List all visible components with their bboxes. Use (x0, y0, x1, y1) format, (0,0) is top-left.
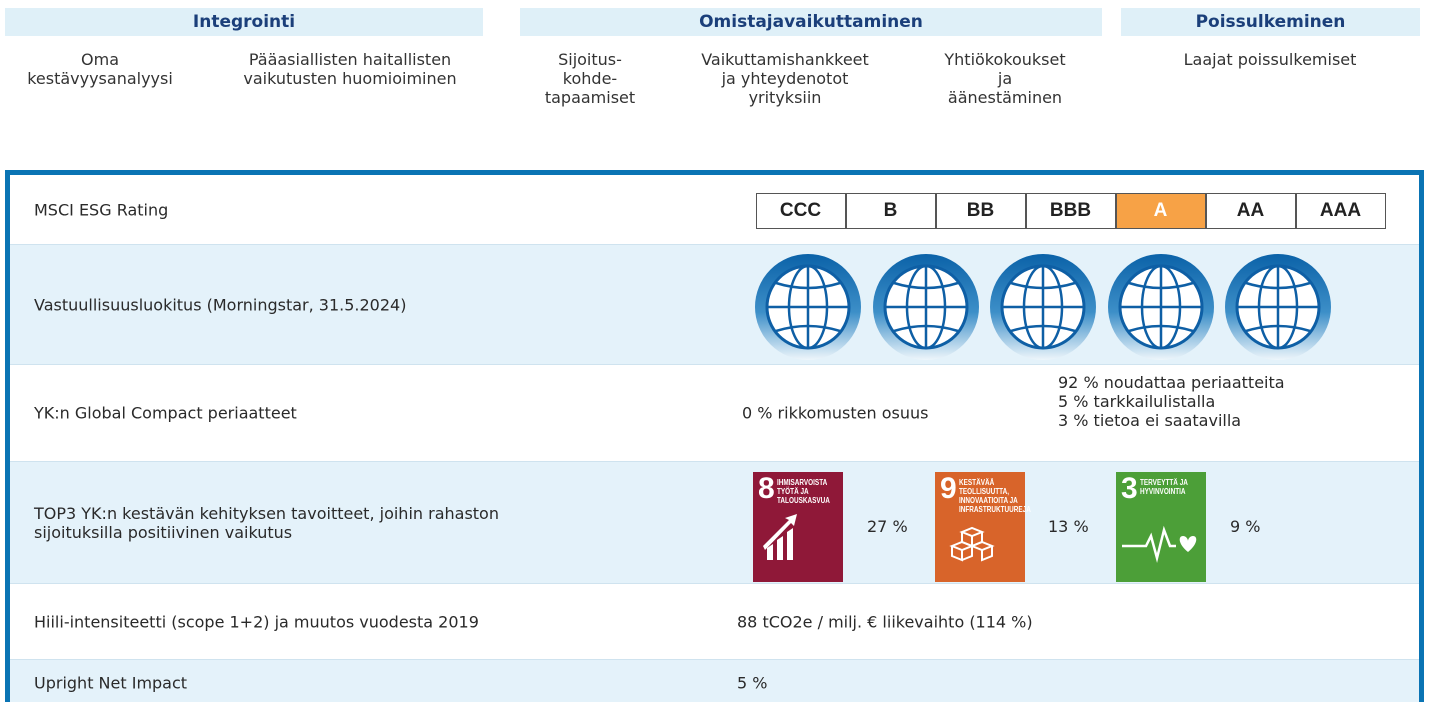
table-row: Hiili-intensiteetti (scope 1+2) ja muuto… (10, 584, 1419, 660)
group-item: Yhtiökokoukset ja äänestäminen (944, 50, 1065, 107)
sdg-number: 8 (758, 472, 775, 505)
group-title: Poissulkeminen (1121, 8, 1420, 36)
label-line: MSCI ESG Rating (34, 200, 169, 219)
sdg-share: 13 % (1048, 517, 1089, 536)
item-line: Vaikuttamishankkeet (701, 50, 869, 69)
rating-box: B (845, 193, 936, 229)
row-label: Vastuullisuusluokitus (Morningstar, 31.5… (34, 295, 406, 314)
label-line: Upright Net Impact (34, 673, 188, 693)
item-line: kestävyysanalyysi (27, 69, 173, 88)
item-line: äänestäminen (947, 88, 1063, 107)
rating-box: CCC (755, 193, 846, 229)
group-item: Oma kestävyysanalyysi (27, 50, 173, 88)
sdg-number: 3 (1121, 472, 1138, 505)
rating-box: AA (1205, 193, 1296, 229)
sdg-title-line: IHMISARVOISTA (777, 478, 828, 487)
sdg-icon (763, 514, 797, 560)
label-line: Hiili-intensiteetti (scope 1+2) ja muuto… (34, 612, 479, 631)
globe-icon (990, 254, 1096, 360)
table: MSCI ESG Rating CCC B BB BBB A AA AAA Vastuullis… (5, 170, 1424, 702)
row-label: TOP3 YK:n kestävän kehityksen tavoitteet… (34, 504, 499, 542)
item-line: Oma (81, 50, 119, 69)
detail-line: 92 % noudattaa periaatteita (1058, 373, 1285, 392)
sdg-title: TERVEYTTÄ JA HYVINVOINTIA (1140, 478, 1188, 496)
sdg-title-line: TALOUSKASVUA (777, 496, 830, 505)
group-item: Laajat poissulkemiset (1184, 50, 1357, 69)
rating-box: A (1115, 193, 1206, 229)
label-line: YK:n Global Compact periaatteet (34, 403, 297, 423)
row-label: YK:n Global Compact periaatteet (34, 404, 297, 423)
sdg-title-line: INFRASTRUKTUUREJA (959, 505, 1031, 514)
group-item: Vaikuttamishankkeet ja yhteydenotot yrityk… (701, 50, 869, 107)
sdg-title-line: TERVEYTTÄ JA (1140, 478, 1188, 487)
sdg-tile: 3 TERVEYTTÄ JA HYVINVOINTIA (1116, 472, 1206, 582)
sdg-title-line: INNOVAATIOITA JA (959, 496, 1018, 505)
row-value: 88 tCO2e / milj. € liikevaihto (114 %) (737, 612, 1033, 631)
detail-line: 5 % tarkkailulistalla (1058, 392, 1216, 411)
sdg-tile: 8 IHMISARVOISTA TYÖTÄ JA TALOUSKASVUA (753, 472, 843, 582)
item-line: Laajat poissulkemiset (1183, 50, 1357, 69)
table-row: Upright Net Impact 5 % (10, 660, 1419, 702)
sdg-icon (949, 526, 995, 562)
item-line: Pääasiallisten haitallisten (248, 50, 452, 69)
detail-line: 3 % tietoa ei saatavilla (1058, 411, 1242, 430)
group-item: Pääasiallisten haitallisten vaikutusten h… (243, 50, 456, 88)
sdg-share: 9 % (1230, 517, 1261, 536)
item-line: ja (997, 69, 1013, 88)
sdg-number: 9 (940, 472, 957, 505)
globe-icon (1225, 254, 1331, 360)
row-details: 92 % noudattaa periaatteita 5 % tarkkailu… (1058, 373, 1285, 430)
row-label: MSCI ESG Rating (34, 200, 168, 219)
group-title: Integrointi (5, 8, 483, 36)
row-value: 0 % rikkomusten osuus (742, 403, 929, 423)
table-row: TOP3 YK:n kestävän kehityksen tavoitteet… (10, 462, 1419, 584)
sdg-title: KESTÄVÄÄ TEOLLISUUTTA, INNOVAATIOITA JA INF… (959, 478, 1031, 514)
row-label: Upright Net Impact (34, 674, 187, 693)
rating-box: BB (935, 193, 1026, 229)
sdg-icon (1122, 525, 1197, 563)
item-line: kohde- (562, 69, 618, 88)
label-line: TOP3 YK:n kestävän kehityksen tavoitteet… (34, 503, 499, 523)
label-line: sijoituksilla positiivinen vaikutus (34, 522, 293, 542)
sdg-title-line: HYVINVOINTIA (1140, 487, 1186, 496)
table-row: Vastuullisuusluokitus (Morningstar, 31.5… (10, 245, 1419, 365)
group-item: Sijoitus-kohde-tapaamiset (545, 50, 635, 107)
group-title: Omistajavaikuttaminen (520, 8, 1102, 36)
item-line: Sijoitus- (558, 50, 622, 69)
sdg-tile: 9 KESTÄVÄÄ TEOLLISUUTTA, INNOVAATIOITA JA IN… (935, 472, 1031, 582)
item-line: Yhtiökokoukset (944, 50, 1066, 69)
globe-icon (872, 254, 979, 360)
item-line: tapaamiset (544, 88, 636, 107)
item-line: yrityksiin (748, 88, 822, 107)
sdg-share: 27 % (867, 517, 908, 536)
rating-box: AAA (1295, 193, 1386, 229)
rating-box: BBB (1025, 193, 1116, 229)
row-value: 5 % (737, 673, 768, 693)
table-row: YK:n Global Compact periaatteet 0 % rikko… (10, 365, 1419, 462)
sdg-title-line: KESTÄVÄÄ (959, 478, 995, 487)
sdg-title-line: TYÖTÄ JA (777, 487, 809, 496)
globe-icon (1107, 254, 1214, 360)
row-label: Hiili-intensiteetti (scope 1+2) ja muuto… (34, 612, 479, 631)
globe-icon (755, 254, 861, 360)
sdg-title: IHMISARVOISTA TYÖTÄ JA TALOUSKASVUA (777, 478, 830, 505)
label-line: Vastuullisuusluokitus (Morningstar, 31.5… (34, 295, 407, 314)
item-line: ja yhteydenotot (721, 69, 849, 88)
table-row: MSCI ESG Rating CCC B BB BBB A AA AAA (10, 175, 1419, 245)
item-line: vaikutusten huomioiminen (243, 69, 457, 88)
sdg-title-line: TEOLLISUUTTA, (959, 487, 1010, 496)
